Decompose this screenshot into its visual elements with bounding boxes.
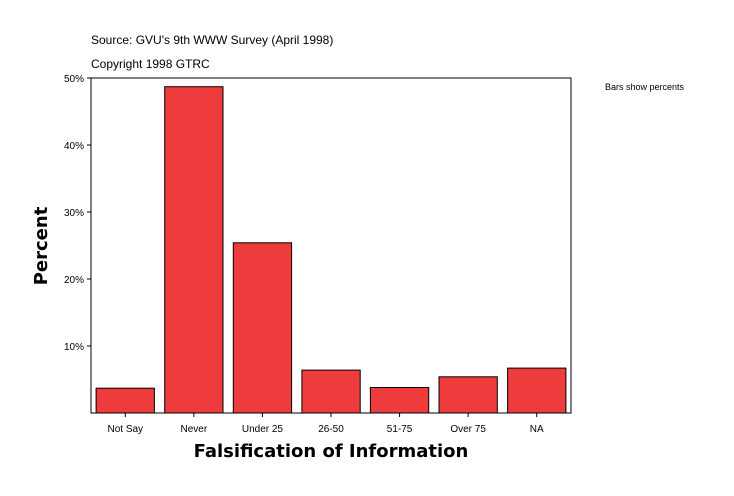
x-axis: Not Say Never Under 25 26-50 51-75 Over 75 NA (107, 413, 544, 435)
y-axis: 10% 20% 30% 40% 50% (64, 74, 91, 353)
y-axis-title: Percent (31, 206, 52, 285)
bar-na (507, 367, 567, 414)
x-tick-label: Under 25 (242, 424, 284, 435)
y-tick-label: 30% (64, 208, 84, 219)
y-tick-label: 40% (64, 141, 84, 152)
x-tick-label: Not Say (107, 424, 143, 435)
plot-frame (90, 77, 572, 414)
bar-51-75 (369, 387, 430, 414)
bar-over-75 (438, 376, 498, 414)
bar-not-say (95, 387, 155, 414)
x-tick-label: 26-50 (318, 424, 344, 435)
bar-never (164, 86, 224, 414)
y-tick-label: 10% (64, 342, 84, 353)
x-tick-label: Never (181, 424, 208, 435)
x-axis-title: Falsification of Information (194, 441, 469, 462)
x-tick-label: NA (530, 424, 544, 435)
y-tick-label: 50% (64, 74, 84, 85)
bar-26-50 (301, 369, 361, 414)
legend-note: Bars show percents (605, 82, 685, 92)
x-tick-label: Over 75 (450, 424, 486, 435)
bars-layer (95, 86, 567, 414)
source-line: Source: GVU's 9th WWW Survey (April 1998… (91, 33, 334, 47)
copyright-line: Copyright 1998 GTRC (91, 57, 210, 71)
y-tick-label: 20% (64, 275, 84, 286)
bar-under-25 (232, 242, 293, 414)
x-tick-label: 51-75 (387, 424, 413, 435)
